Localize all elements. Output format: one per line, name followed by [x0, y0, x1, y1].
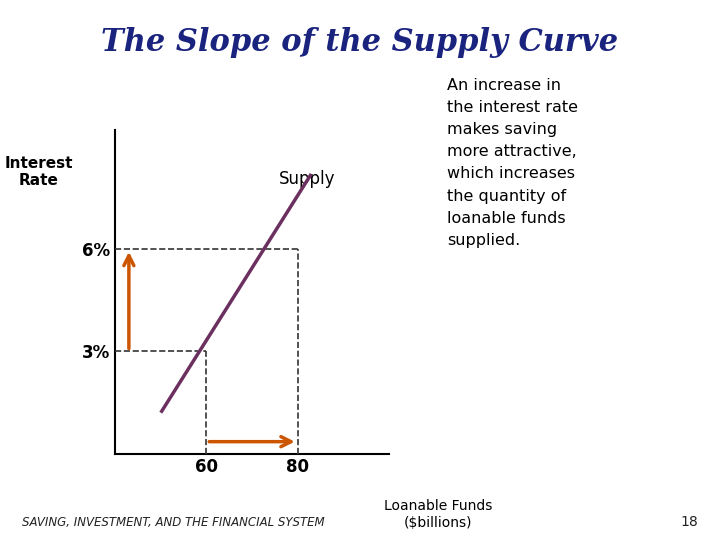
Text: SAVING, INVESTMENT, AND THE FINANCIAL SYSTEM: SAVING, INVESTMENT, AND THE FINANCIAL SY…	[22, 516, 324, 529]
Text: The Slope of the Supply Curve: The Slope of the Supply Curve	[102, 27, 618, 58]
Text: 18: 18	[680, 515, 698, 529]
Text: Loanable Funds
($billions): Loanable Funds ($billions)	[384, 499, 492, 530]
Text: Interest
Rate: Interest Rate	[4, 156, 73, 188]
Text: An increase in
the interest rate
makes saving
more attractive,
which increases
t: An increase in the interest rate makes s…	[447, 78, 577, 248]
Text: Supply: Supply	[279, 170, 336, 187]
